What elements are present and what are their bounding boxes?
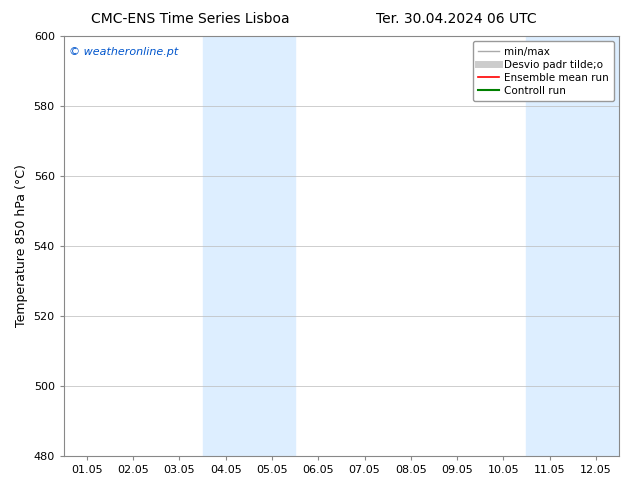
Text: CMC-ENS Time Series Lisboa: CMC-ENS Time Series Lisboa <box>91 12 290 26</box>
Bar <box>203 36 295 456</box>
Text: Ter. 30.04.2024 06 UTC: Ter. 30.04.2024 06 UTC <box>376 12 537 26</box>
Text: © weatheronline.pt: © weatheronline.pt <box>69 47 179 57</box>
Bar <box>526 36 619 456</box>
Legend: min/max, Desvio padr tilde;o, Ensemble mean run, Controll run: min/max, Desvio padr tilde;o, Ensemble m… <box>472 41 614 101</box>
Y-axis label: Temperature 850 hPa (°C): Temperature 850 hPa (°C) <box>15 165 28 327</box>
